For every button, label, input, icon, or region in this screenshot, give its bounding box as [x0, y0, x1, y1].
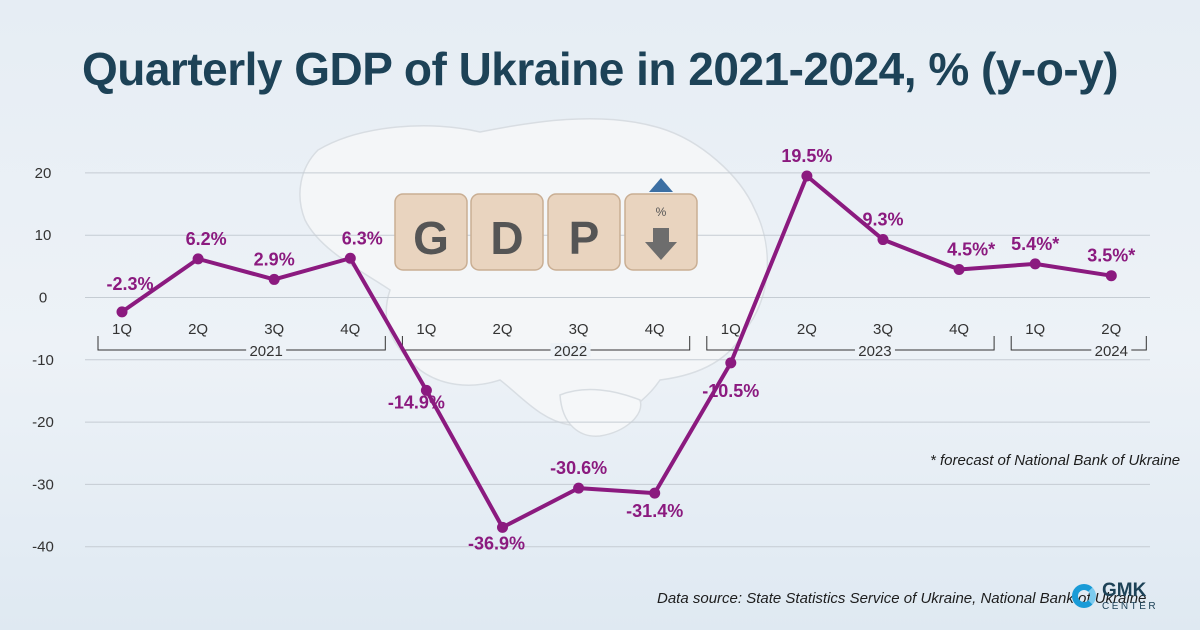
- x-tick-label: 1Q: [112, 321, 132, 338]
- cube-letter: D: [490, 212, 523, 264]
- year-bracket: [401, 336, 691, 351]
- data-point: [344, 252, 356, 264]
- year-label: 2021: [249, 343, 282, 360]
- data-point: [877, 234, 889, 246]
- data-label: 19.5%: [781, 146, 832, 166]
- data-label: 9.3%: [862, 210, 903, 230]
- data-label: -10.5%: [702, 381, 759, 401]
- x-tick-label: 1Q: [721, 321, 741, 338]
- x-tick-label: 2Q: [492, 321, 512, 338]
- data-label: -2.3%: [106, 274, 153, 294]
- year-label-bg: [1091, 343, 1132, 357]
- data-label: 6.3%: [342, 228, 383, 248]
- logo-name: GMK: [1102, 580, 1147, 601]
- gdp-cube: [470, 193, 544, 271]
- data-point: [649, 487, 661, 499]
- data-point: [573, 482, 585, 494]
- y-tick-label: 10: [35, 227, 52, 244]
- year-label-bg: [550, 343, 591, 357]
- x-tick-label: 4Q: [949, 321, 969, 338]
- year-label: 2022: [554, 343, 587, 360]
- data-label: -14.9%: [388, 392, 445, 412]
- data-label: 3.5%*: [1087, 246, 1135, 266]
- cube-percent-label: %: [656, 205, 667, 219]
- year-bracket: [706, 336, 995, 351]
- year-bracket: [97, 336, 386, 351]
- gmk-center-logo: GMK CENTER: [1072, 580, 1192, 620]
- crimea-silhouette: [559, 388, 642, 437]
- data-label: 2.9%: [254, 249, 295, 269]
- y-tick-label: -10: [32, 352, 54, 369]
- data-point: [497, 521, 508, 533]
- y-tick-label: 20: [35, 165, 52, 182]
- data-point: [1029, 258, 1041, 270]
- arrow-down-icon: [645, 228, 677, 260]
- data-label: -36.9%: [468, 533, 525, 553]
- data-label: -31.4%: [626, 501, 683, 521]
- data-source-note: Data source: State Statistics Service of…: [657, 590, 1147, 607]
- year-label: 2023: [858, 343, 891, 360]
- gmk-logo-icon: [1072, 584, 1096, 608]
- data-point: [116, 306, 128, 318]
- data-point: [1105, 270, 1117, 282]
- data-label: 6.2%: [186, 229, 227, 249]
- x-tick-label: 2Q: [797, 321, 817, 338]
- data-point: [953, 263, 965, 275]
- chart-title: Quarterly GDP of Ukraine in 2021-2024, %…: [81, 43, 1119, 95]
- data-label: 4.5%*: [947, 239, 995, 259]
- data-point: [268, 273, 280, 285]
- x-tick-label: 4Q: [645, 321, 665, 338]
- x-tick-label: 2Q: [188, 321, 208, 338]
- y-tick-label: -40: [32, 539, 54, 556]
- y-tick-label: -30: [32, 476, 54, 493]
- x-tick-label: 1Q: [1025, 321, 1045, 338]
- year-label-bg: [854, 343, 895, 357]
- cube-letter: P: [569, 212, 600, 264]
- data-point: [725, 357, 737, 369]
- x-tick-label: 3Q: [264, 321, 284, 338]
- data-point: [192, 253, 204, 265]
- data-label: 5.4%*: [1011, 234, 1059, 254]
- data-point: [420, 384, 432, 396]
- y-tick-label: 0: [39, 290, 47, 307]
- year-bracket: [1010, 336, 1147, 351]
- data-point: [801, 170, 813, 182]
- y-tick-label: -20: [32, 414, 54, 431]
- cube-letter: G: [413, 212, 449, 264]
- forecast-footnote: * forecast of National Bank of Ukraine: [930, 452, 1181, 469]
- logo-subtitle: CENTER: [1102, 601, 1159, 612]
- gdp-cube: [547, 193, 621, 271]
- x-tick-label: 1Q: [416, 321, 436, 338]
- x-tick-label: 2Q: [1101, 321, 1121, 338]
- x-tick-label: 4Q: [340, 321, 360, 338]
- year-label: 2024: [1095, 343, 1128, 360]
- data-label: -30.6%: [550, 458, 607, 478]
- x-tick-label: 3Q: [569, 321, 589, 338]
- x-tick-label: 3Q: [873, 321, 893, 338]
- ukraine-map-silhouette: [299, 117, 769, 427]
- gdp-series-line: [120, 174, 1112, 530]
- gdp-cube: [394, 193, 468, 271]
- year-label-bg: [246, 343, 287, 357]
- arrow-up-icon: [649, 178, 673, 192]
